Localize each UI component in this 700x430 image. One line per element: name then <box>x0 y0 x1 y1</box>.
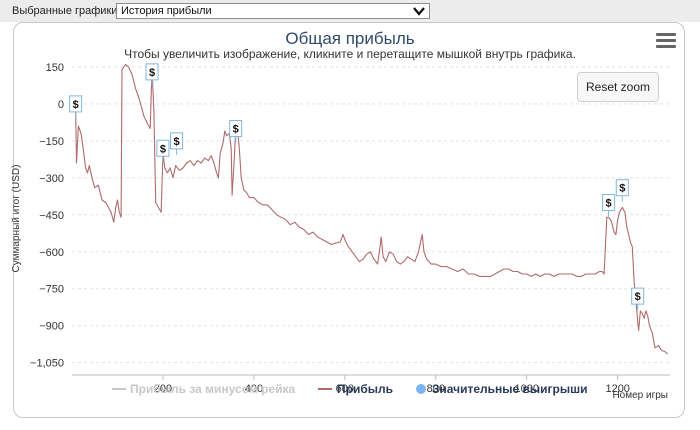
y-tick-label: −150 <box>39 136 64 148</box>
y-tick-label: −450 <box>39 210 64 222</box>
legend-big-wins[interactable]: Значительные выигрыши <box>432 382 588 396</box>
y-tick-label: −900 <box>39 321 64 333</box>
chevron-down-icon <box>413 7 425 16</box>
chart-select-value: История прибыли <box>121 5 212 17</box>
y-tick-label: −300 <box>39 173 64 185</box>
big-win-marker[interactable] <box>615 179 629 197</box>
y-tick-label: 0 <box>58 99 64 111</box>
big-win-marker[interactable] <box>145 63 159 81</box>
x-axis-title: Номер игры <box>612 390 668 401</box>
big-win-marker[interactable] <box>229 120 243 138</box>
x-tick-label: 200 <box>154 383 172 395</box>
y-tick-label: 150 <box>46 62 64 74</box>
big-win-marker-label: $ <box>73 99 79 111</box>
legend-net-profit[interactable]: Прибыль за минусом рейка <box>130 382 295 396</box>
legend-big-wins-swatch[interactable] <box>416 384 426 394</box>
big-win-marker-label: $ <box>149 67 155 79</box>
big-win-marker[interactable] <box>69 95 83 113</box>
big-win-marker-label: $ <box>619 183 625 195</box>
big-win-marker-label: $ <box>174 136 180 148</box>
big-win-marker-label: $ <box>606 197 612 209</box>
chart-panel <box>13 22 685 418</box>
big-win-marker[interactable] <box>631 287 645 305</box>
big-win-marker-label: $ <box>233 124 239 136</box>
toolbar: Выбранные графики: История прибыли <box>0 0 700 22</box>
y-axis-title: Суммарный итог (USD) <box>11 165 22 273</box>
x-tick-label: 400 <box>245 383 263 395</box>
selected-charts-label: Выбранные графики: <box>12 5 121 17</box>
reset-zoom-button[interactable]: Reset zoom <box>577 72 659 102</box>
big-win-marker-label: $ <box>160 143 166 155</box>
chart-subtitle: Чтобы увеличить изображение, кликните и … <box>124 47 576 61</box>
chart-title: Общая прибыль <box>285 29 415 48</box>
big-win-marker[interactable] <box>170 132 184 150</box>
y-tick-label: −750 <box>39 284 64 296</box>
x-tick-label: 800 <box>427 383 445 395</box>
y-tick-label: −600 <box>39 247 64 259</box>
x-tick-label: 600 <box>336 383 354 395</box>
x-tick-label: 1000 <box>515 383 539 395</box>
big-win-marker[interactable] <box>602 193 616 211</box>
chart-select[interactable]: История прибыли <box>116 3 430 19</box>
x-tick-label: 1200 <box>605 383 629 395</box>
hamburger-menu-icon[interactable] <box>656 33 676 49</box>
big-win-marker[interactable] <box>156 139 170 157</box>
legend-profit[interactable]: Прибыль <box>337 382 393 396</box>
big-win-marker-label: $ <box>635 291 641 303</box>
y-tick-label: −1,050 <box>30 358 64 370</box>
profit-series-line <box>71 63 669 355</box>
